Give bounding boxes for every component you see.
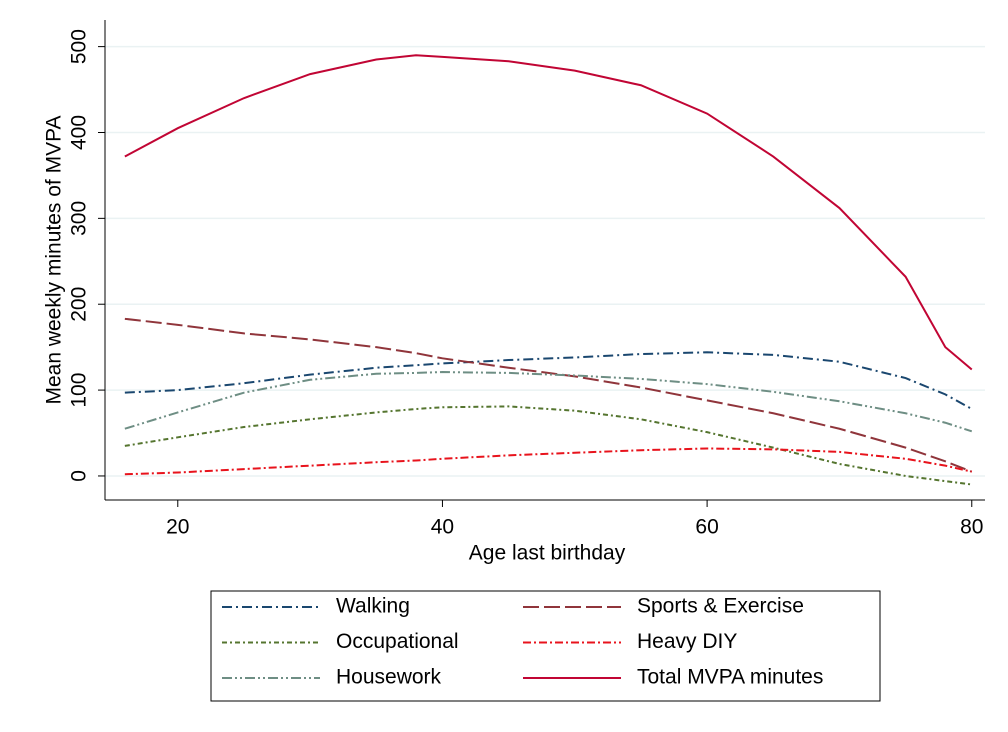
y-tick-label: 500 [68,29,91,64]
legend-label: Occupational [336,630,459,653]
y-tick-label: 200 [68,287,91,322]
y-tick-label: 100 [68,373,91,408]
legend-box [210,590,881,702]
series-line [124,405,972,486]
legend-label: Walking [336,595,410,618]
series-line [124,54,973,371]
x-tick-label: 20 [166,516,189,539]
x-tick-label: 60 [695,516,718,539]
y-axis-label: Mean weekly minutes of MVPA [43,115,66,404]
x-tick-label: 80 [960,516,983,539]
legend-label: Total MVPA minutes [637,666,823,689]
legend-label: Sports & Exercise [637,595,804,618]
x-tick-label: 40 [431,516,454,539]
y-tick-label: 400 [68,115,91,150]
legend-label: Housework [336,666,442,689]
y-tick-label: 0 [68,470,91,482]
legend-label: Heavy DIY [637,630,737,653]
x-axis-label: Age last birthday [469,542,626,565]
series-line [124,447,972,476]
series-line [124,371,973,433]
series-line [124,317,973,473]
y-tick-label: 300 [68,201,91,236]
